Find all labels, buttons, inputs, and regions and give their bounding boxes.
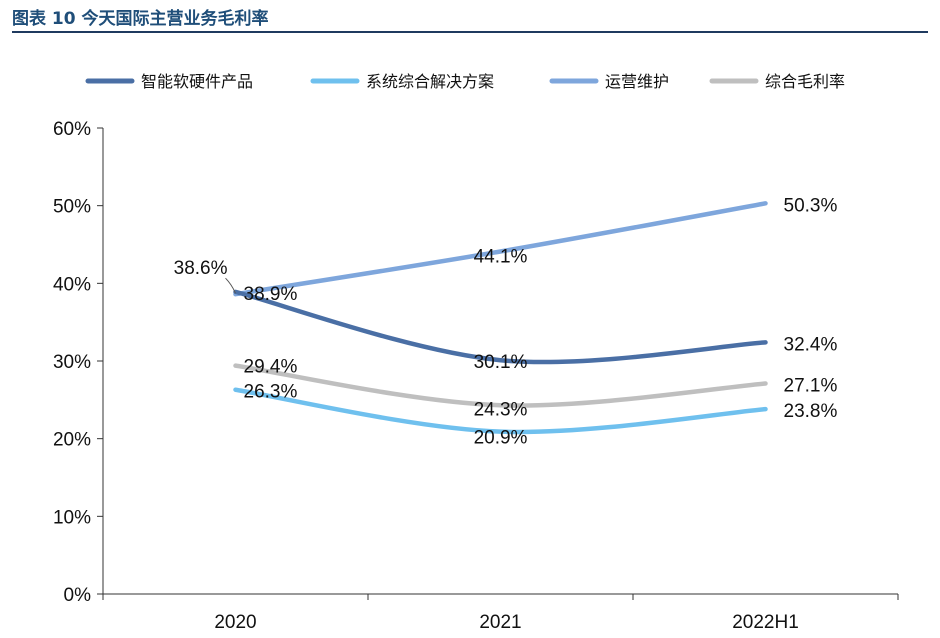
series-line bbox=[233, 363, 768, 408]
data-label: 29.4% bbox=[244, 357, 298, 378]
y-tick-label: 0% bbox=[64, 585, 92, 606]
data-label: 30.1% bbox=[474, 352, 528, 373]
legend-label: 智能软硬件产品 bbox=[141, 72, 253, 91]
legend-label: 系统综合解决方案 bbox=[366, 72, 494, 91]
figure-title: 图表 10 今天国际主营业务毛利率 bbox=[12, 9, 269, 29]
data-label: 38.9% bbox=[244, 284, 298, 305]
y-tick-label: 50% bbox=[53, 197, 91, 218]
chart-legend: 智能软硬件产品 系统综合解决方案 运营维护 综合毛利率 bbox=[85, 72, 845, 91]
x-tick-label: 2021 bbox=[479, 612, 521, 633]
series-line bbox=[233, 289, 768, 365]
data-label: 26.3% bbox=[244, 382, 298, 403]
data-label: 50.3% bbox=[784, 195, 838, 216]
data-labels: 38.9% 30.1% 32.4% 26.3% 20.9% 23.8% 38.6% 44.1%… bbox=[174, 195, 838, 448]
title-rule bbox=[12, 31, 928, 33]
legend-label: 综合毛利率 bbox=[765, 72, 845, 91]
chart-axes: 0% 10% 20% 30% 40% 50% 60% 2020 2021 2022H1 bbox=[53, 119, 899, 633]
y-tick-label: 30% bbox=[53, 352, 91, 373]
series-line bbox=[233, 387, 768, 435]
data-label: 20.9% bbox=[474, 428, 528, 449]
y-tick-label: 40% bbox=[53, 274, 91, 295]
y-tick-label: 10% bbox=[53, 507, 91, 528]
data-label: 32.4% bbox=[784, 334, 838, 355]
x-tick-label: 2022H1 bbox=[732, 612, 799, 633]
chart-lines bbox=[233, 201, 768, 435]
series-line bbox=[233, 201, 768, 297]
data-label: 27.1% bbox=[784, 376, 838, 397]
y-tick-label: 20% bbox=[53, 430, 91, 451]
label-leader-line bbox=[225, 277, 236, 294]
data-label: 23.8% bbox=[784, 401, 838, 422]
data-label: 44.1% bbox=[474, 246, 528, 267]
legend-label: 运营维护 bbox=[605, 72, 669, 91]
data-label: 38.6% bbox=[174, 258, 228, 279]
x-tick-label: 2020 bbox=[214, 612, 256, 633]
y-tick-label: 60% bbox=[53, 119, 91, 140]
data-label: 24.3% bbox=[474, 399, 528, 420]
